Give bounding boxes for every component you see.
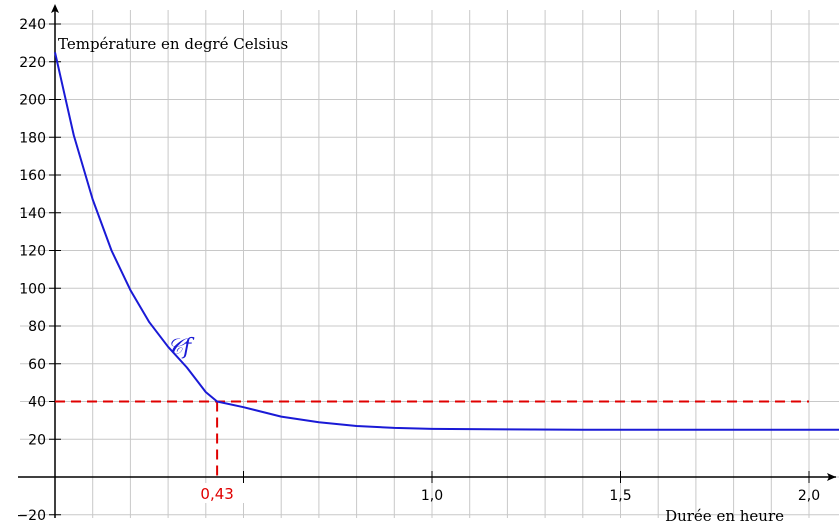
y-tick-label: 80: [28, 319, 46, 335]
y-tick-label: 100: [19, 281, 46, 297]
y-tick-label: 20: [28, 432, 46, 448]
y-tick-label: 140: [19, 206, 46, 222]
annotations: [55, 400, 809, 477]
x-tick-label: 1,0: [421, 488, 443, 504]
grid: [20, 10, 839, 518]
series-layer: [54, 52, 839, 431]
x-tick-label: 2,0: [798, 488, 820, 504]
annotation-label-background: [189, 483, 246, 503]
y-tick-label: 220: [19, 55, 46, 71]
y-tick-label: −20: [16, 508, 46, 524]
series-line: [54, 52, 839, 431]
y-axis-label: Température en degré Celsius: [58, 35, 288, 53]
y-tick-label: 180: [19, 130, 46, 146]
x-ticks: 1,0 1,5 2,0: [243, 471, 820, 504]
x-tick-label: 1,5: [609, 488, 631, 504]
x-axis-label: Durée en heure: [665, 507, 784, 524]
annotation-label: 0,43: [200, 485, 233, 503]
y-tick-label: 120: [19, 244, 46, 260]
y-tick-label: 60: [28, 357, 46, 373]
y-tick-label: 160: [19, 168, 46, 184]
y-axis-arrow: [51, 4, 59, 13]
x-axis-arrow: [827, 473, 836, 481]
y-ticks: −20 20 40 60 80 100 120 140 160 180 200 220 240: [16, 17, 61, 524]
y-tick-label: 240: [19, 17, 46, 33]
axes: [18, 4, 836, 518]
y-tick-label: 40: [28, 395, 46, 411]
curve-label: 𝒞f: [167, 335, 195, 360]
y-tick-label: 200: [19, 93, 46, 109]
